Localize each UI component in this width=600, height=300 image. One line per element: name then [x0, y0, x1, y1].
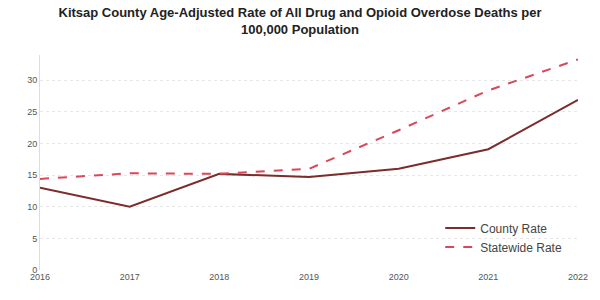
svg-text:2020: 2020 [389, 272, 409, 282]
svg-text:2018: 2018 [209, 272, 229, 282]
svg-text:20: 20 [27, 139, 37, 149]
svg-text:25: 25 [27, 107, 37, 117]
svg-text:2021: 2021 [478, 272, 498, 282]
svg-text:15: 15 [27, 170, 37, 180]
svg-text:0: 0 [32, 265, 37, 275]
svg-text:Kitsap County Age-Adjusted Rat: Kitsap County Age-Adjusted Rate of All D… [59, 5, 542, 37]
svg-text:30: 30 [27, 75, 37, 85]
svg-text:Statewide Rate: Statewide Rate [480, 241, 562, 255]
svg-text:10: 10 [27, 202, 37, 212]
svg-text:5: 5 [32, 234, 37, 244]
svg-text:County Rate: County Rate [480, 222, 547, 236]
svg-text:2016: 2016 [30, 272, 50, 282]
svg-text:2022: 2022 [568, 272, 588, 282]
svg-text:2019: 2019 [299, 272, 319, 282]
svg-text:2017: 2017 [120, 272, 140, 282]
